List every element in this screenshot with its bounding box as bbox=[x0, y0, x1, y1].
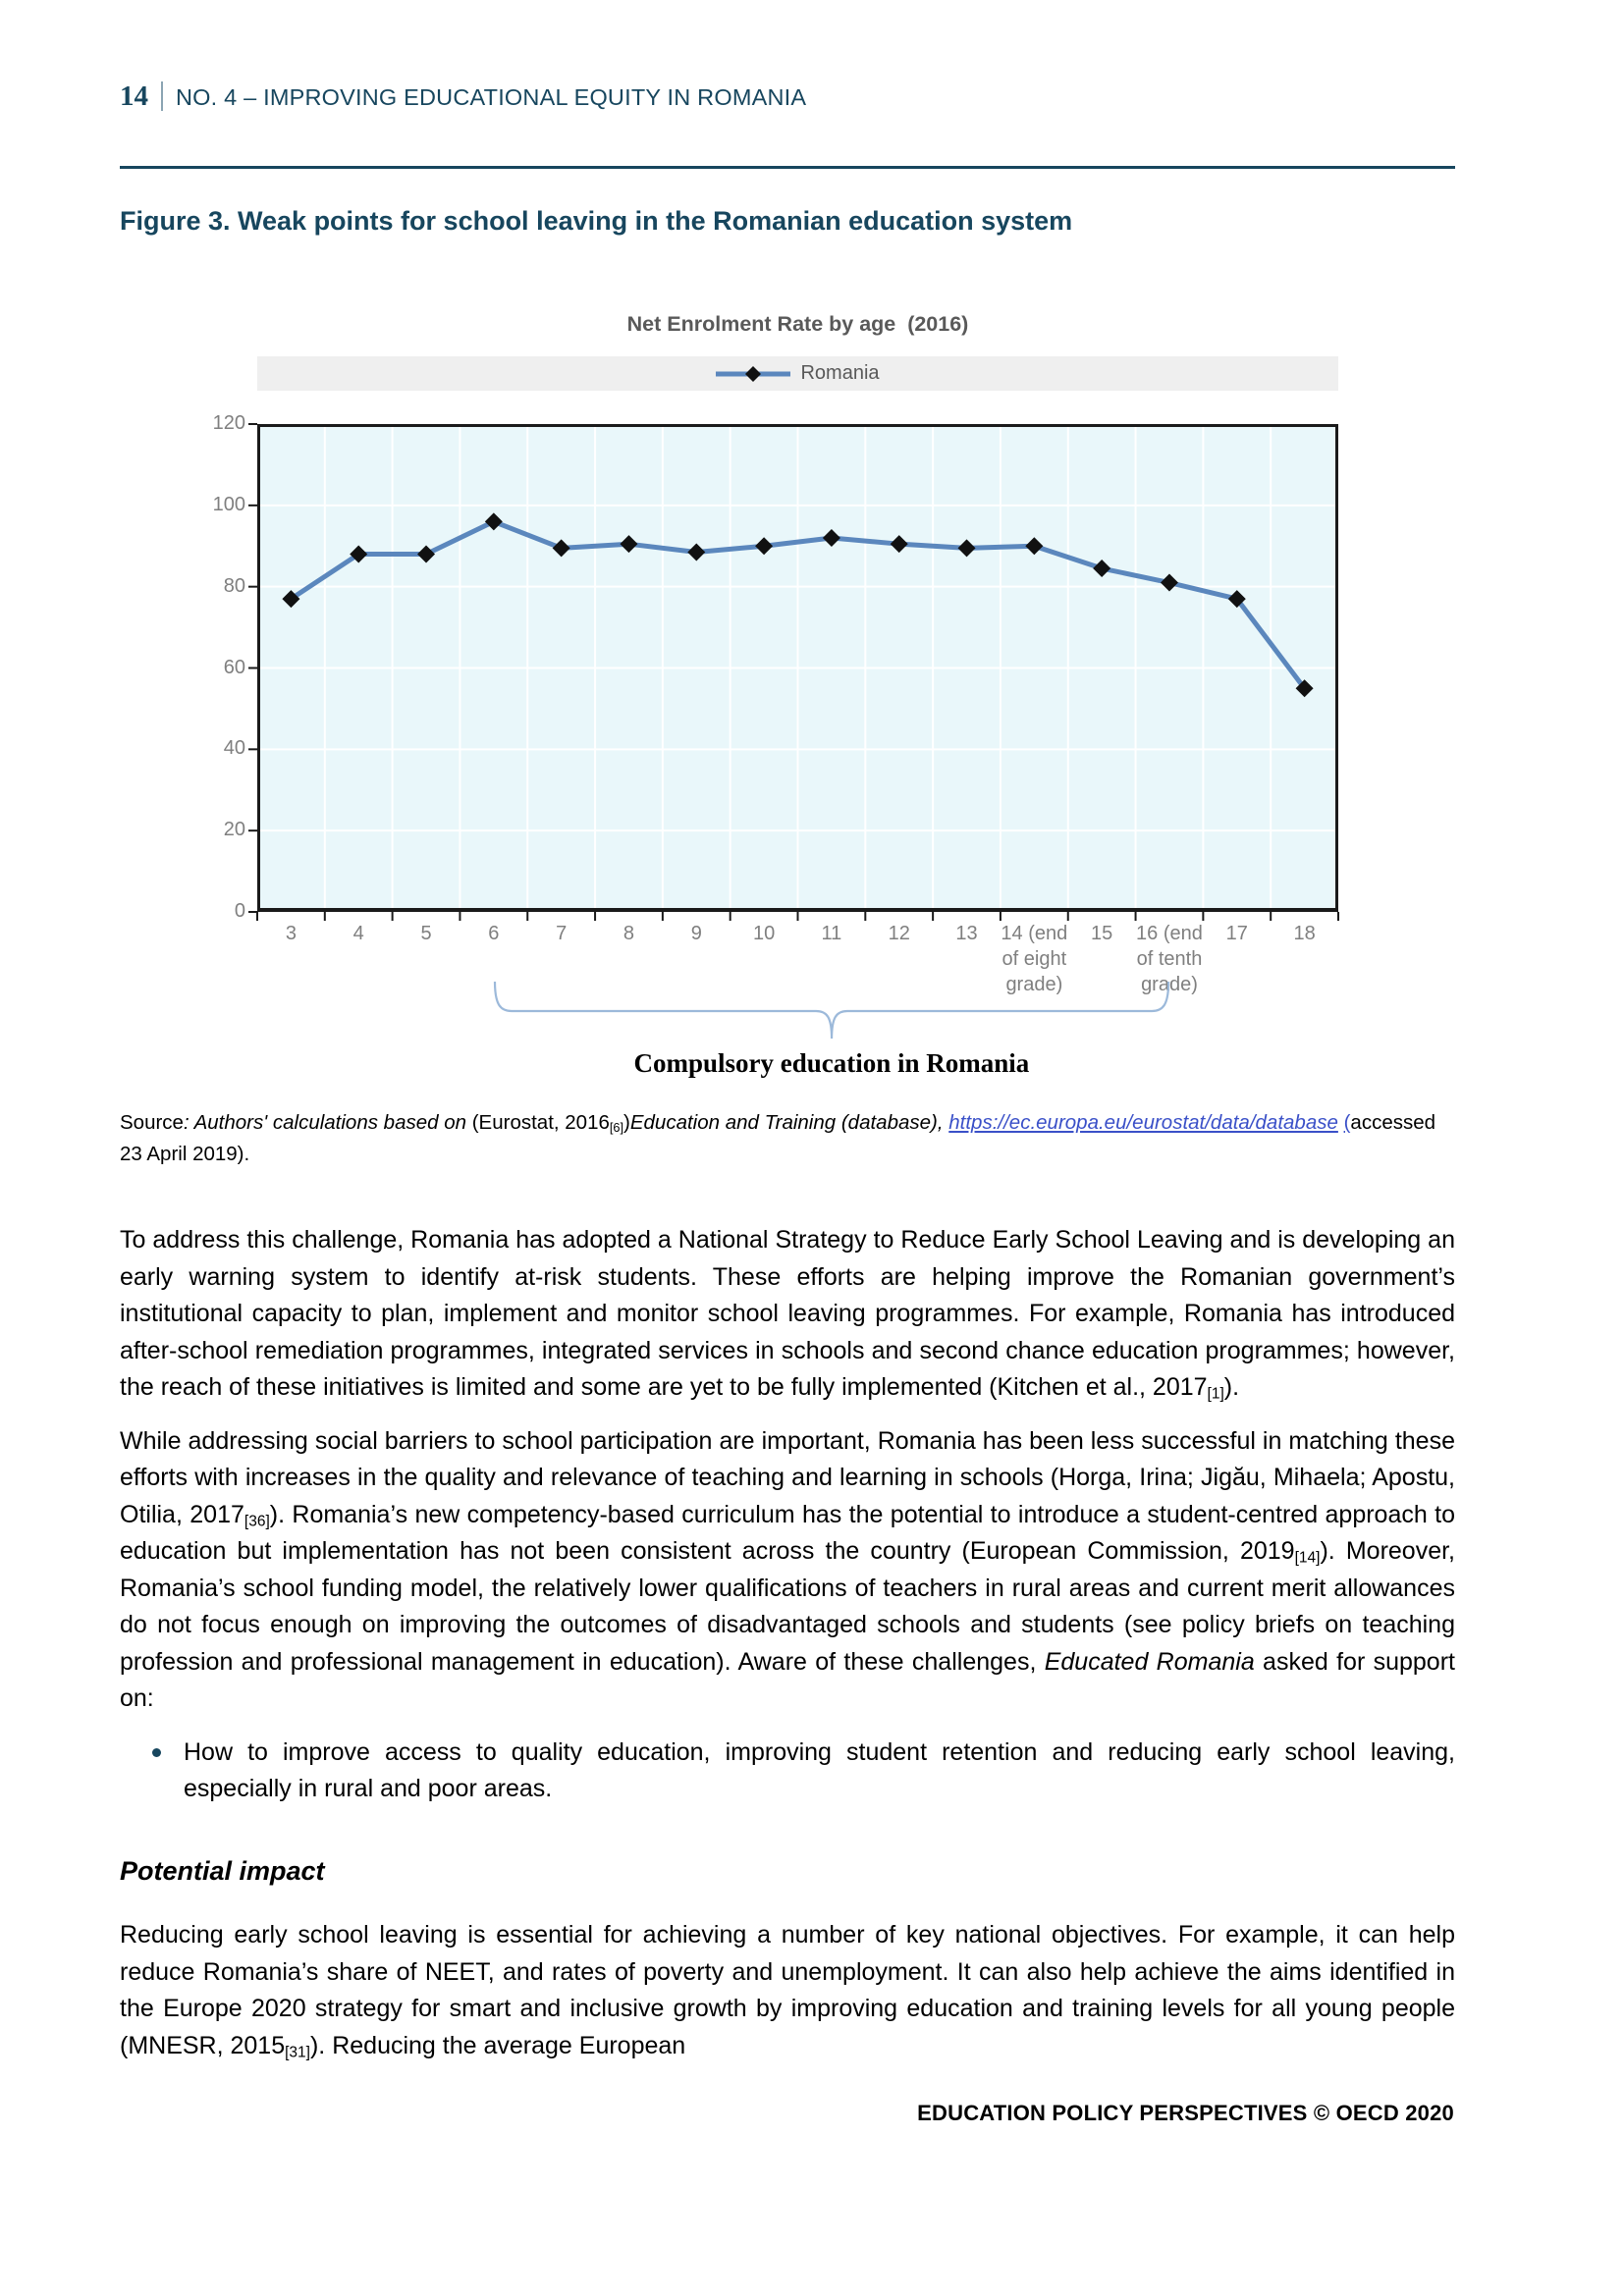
chart-title: Net Enrolment Rate by age (2016) bbox=[626, 312, 969, 336]
bullet-text: How to improve access to quality educati… bbox=[184, 1737, 1455, 1803]
chart-legend: Romania bbox=[257, 356, 1338, 391]
x-axis-label: 10 bbox=[752, 923, 776, 944]
y-axis-label: 120 bbox=[212, 412, 245, 434]
body-paragraph: While addressing social barriers to scho… bbox=[120, 1426, 1456, 1713]
x-axis-label: 13 bbox=[955, 923, 978, 944]
header-rule bbox=[120, 166, 1455, 169]
figure-source: Source: Authors' calculations based on (… bbox=[120, 1111, 1436, 1165]
legend-line-marker-icon bbox=[716, 365, 791, 382]
y-axis-label: 80 bbox=[223, 574, 245, 597]
x-axis-label: 14 (end of eight grade) bbox=[1001, 923, 1068, 995]
body-paragraph: To address this challenge, Romania has a… bbox=[120, 1226, 1455, 1403]
page-header: 14 NO. 4 – IMPROVING EDUCATIONAL EQUITY I… bbox=[120, 80, 1455, 113]
y-axis-label: 100 bbox=[212, 493, 245, 515]
list-item: How to improve access to quality educati… bbox=[120, 1735, 1455, 1808]
plot-svg bbox=[248, 423, 1339, 921]
y-axis: 0 20 40 60 80 100 120 bbox=[137, 412, 245, 922]
x-axis-label: 6 bbox=[488, 923, 500, 944]
x-axis-label: 15 bbox=[1091, 923, 1113, 944]
y-axis-label: 0 bbox=[234, 900, 245, 922]
curly-brace-icon bbox=[493, 981, 1170, 1040]
x-axis-label: 18 bbox=[1293, 923, 1316, 944]
page-number: 14 bbox=[120, 80, 148, 112]
x-axis-label: 17 bbox=[1225, 923, 1248, 944]
source-link[interactable]: https://ec.europa.eu/eurostat/data/datab… bbox=[948, 1111, 1338, 1134]
bullet-list: How to improve access to quality educati… bbox=[120, 1735, 1455, 1808]
x-axis-label: 8 bbox=[623, 923, 635, 944]
bullet-icon bbox=[152, 1747, 161, 1757]
brace-annotation-label: Compulsory education in Romania bbox=[633, 1048, 1030, 1078]
chart-plot bbox=[248, 423, 1339, 921]
body-paragraph: Reducing early school leaving is essenti… bbox=[120, 1921, 1455, 2060]
y-axis-label: 40 bbox=[223, 737, 245, 760]
y-axis-label: 60 bbox=[223, 656, 245, 678]
x-axis-label: 11 bbox=[821, 923, 842, 944]
page-footer: EDUCATION POLICY PERSPECTIVES © OECD 202… bbox=[917, 2101, 1454, 2125]
legend-label: Romania bbox=[800, 362, 880, 384]
x-axis-label: 3 bbox=[285, 923, 297, 944]
y-axis-label: 20 bbox=[223, 819, 245, 841]
header-title: NO. 4 – IMPROVING EDUCATIONAL EQUITY IN … bbox=[176, 84, 807, 110]
x-axis-label: 7 bbox=[556, 923, 568, 944]
x-axis-label: 12 bbox=[888, 923, 910, 944]
figure-title: Figure 3. Weak points for school leaving… bbox=[120, 206, 1073, 236]
x-axis-label: 9 bbox=[690, 923, 702, 944]
header-separator bbox=[161, 81, 163, 111]
x-axis-label: 5 bbox=[420, 923, 432, 944]
section-heading: Potential impact bbox=[120, 1855, 325, 1886]
body-copy: To address this challenge, Romania has a… bbox=[120, 1222, 1455, 2081]
x-axis-label: 4 bbox=[352, 923, 364, 944]
